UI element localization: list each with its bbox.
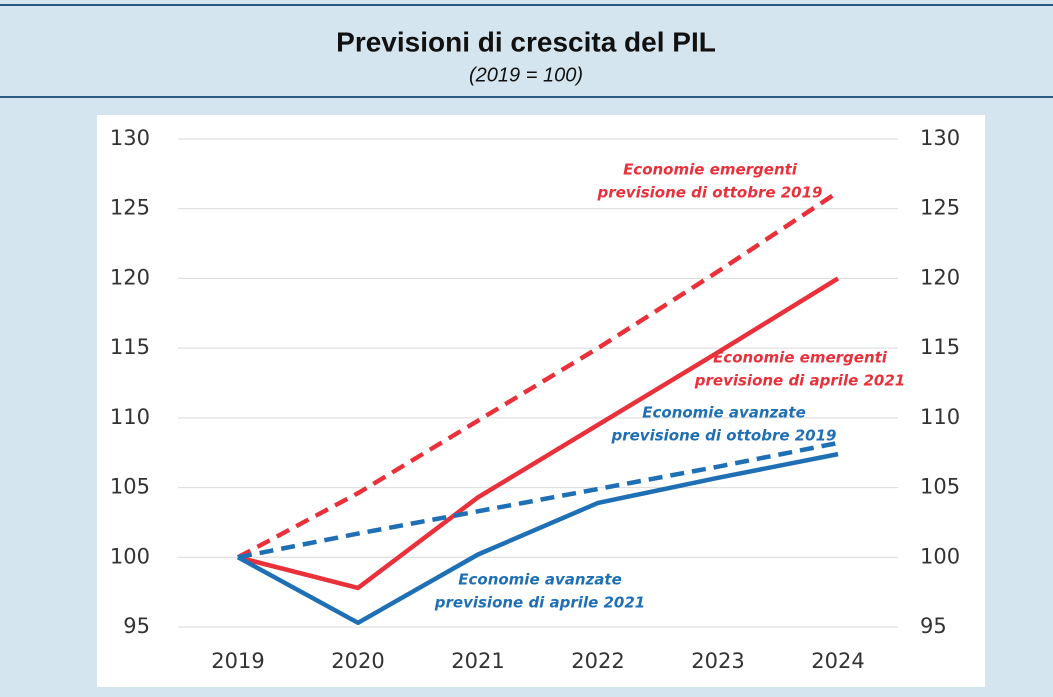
annotation: previsione di aprile 2021 [434, 594, 645, 612]
y2-tick-label: 130 [920, 126, 960, 150]
y2-tick-label: 120 [920, 265, 960, 289]
annotation: previsione di aprile 2021 [694, 372, 905, 390]
y-tick-label: 100 [110, 544, 150, 568]
y-tick-label: 130 [110, 126, 150, 150]
annotation: Economie emergenti [713, 349, 888, 367]
y2-tick-label: 125 [920, 196, 960, 220]
series-line [236, 190, 840, 560]
y-tick-label: 110 [110, 405, 150, 429]
series-line [237, 276, 840, 591]
y-tick-label: 105 [110, 475, 150, 499]
x-tick-label: 2024 [811, 649, 864, 673]
x-tick-label: 2019 [211, 649, 264, 673]
y-tick-label: 115 [110, 335, 150, 359]
y2-tick-label: 110 [920, 405, 960, 429]
series-line [237, 440, 839, 560]
annotation: Economie avanzate [642, 404, 806, 422]
y2-tick-label: 115 [920, 335, 960, 359]
x-tick-label: 2022 [571, 649, 624, 673]
x-tick-label: 2021 [451, 649, 504, 673]
x-tick-label: 2023 [691, 649, 744, 673]
y-tick-label: 95 [123, 614, 150, 638]
chart-title: Previsioni di crescita del PIL [336, 26, 716, 57]
y-tick-label: 120 [110, 265, 150, 289]
annotation: Economie avanzate [458, 571, 622, 589]
y2-tick-label: 95 [920, 614, 947, 638]
y2-tick-label: 100 [920, 544, 960, 568]
annotation: previsione di ottobre 2019 [610, 427, 836, 445]
x-tick-label: 2020 [331, 649, 384, 673]
y-tick-label: 125 [110, 196, 150, 220]
plot-area [97, 115, 985, 687]
annotation: previsione di ottobre 2019 [596, 184, 822, 202]
y2-tick-label: 105 [920, 475, 960, 499]
series-line [236, 451, 839, 626]
chart-subtitle: (2019 = 100) [469, 64, 583, 86]
annotation: Economie emergenti [623, 161, 798, 179]
